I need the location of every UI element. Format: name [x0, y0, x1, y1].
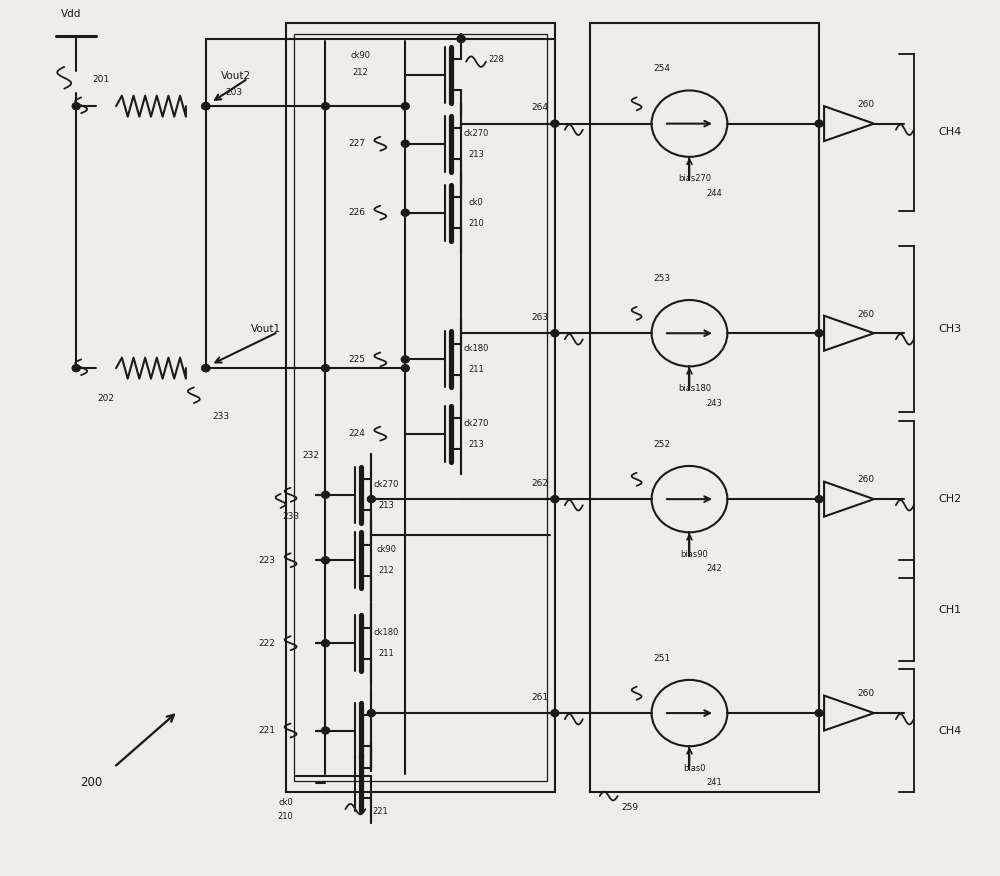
Text: 201: 201	[93, 75, 110, 84]
Text: CH1: CH1	[939, 605, 962, 616]
Bar	[294, 33, 547, 781]
Text: 212: 212	[353, 68, 368, 77]
Circle shape	[401, 356, 409, 363]
Text: ck270: ck270	[463, 419, 489, 427]
Text: 233: 233	[212, 412, 229, 420]
Text: 232: 232	[302, 451, 319, 460]
Text: bias180: bias180	[678, 384, 711, 392]
Text: 260: 260	[857, 100, 875, 109]
Text: 244: 244	[707, 189, 722, 198]
Text: ck0: ck0	[469, 198, 483, 207]
Text: 213: 213	[378, 501, 394, 510]
Text: 221: 221	[259, 726, 276, 735]
Text: 211: 211	[378, 649, 394, 658]
Text: 213: 213	[468, 440, 484, 449]
Circle shape	[551, 496, 559, 503]
Circle shape	[815, 120, 823, 127]
Text: 254: 254	[653, 64, 670, 73]
Circle shape	[202, 102, 210, 110]
Text: 202: 202	[98, 394, 115, 403]
Circle shape	[321, 639, 329, 646]
Text: 210: 210	[468, 219, 484, 228]
Text: 263: 263	[531, 313, 548, 322]
Text: ck180: ck180	[463, 344, 489, 353]
Text: 260: 260	[857, 309, 875, 319]
Text: 221: 221	[372, 808, 388, 816]
Circle shape	[72, 102, 80, 110]
Circle shape	[321, 364, 329, 371]
Text: 243: 243	[706, 399, 722, 407]
Circle shape	[321, 491, 329, 498]
Text: 260: 260	[857, 476, 875, 484]
Text: 227: 227	[348, 139, 365, 148]
Circle shape	[72, 364, 80, 371]
Text: 226: 226	[348, 208, 365, 217]
Text: bias270: bias270	[678, 174, 711, 183]
Text: Vout1: Vout1	[251, 324, 281, 334]
Text: 228: 228	[488, 54, 504, 64]
Text: bias90: bias90	[681, 549, 708, 559]
Bar	[286, 24, 555, 792]
Circle shape	[321, 727, 329, 734]
Text: ck0: ck0	[278, 798, 293, 807]
Circle shape	[401, 364, 409, 371]
Circle shape	[321, 557, 329, 564]
Text: 223: 223	[259, 555, 276, 565]
Circle shape	[202, 364, 210, 371]
Text: 203: 203	[225, 88, 242, 96]
Circle shape	[551, 329, 559, 336]
Text: 233: 233	[282, 512, 299, 521]
Text: 260: 260	[857, 689, 875, 698]
Text: ck90: ck90	[376, 545, 396, 555]
Text: ck180: ck180	[374, 628, 399, 637]
Text: bias0: bias0	[683, 764, 706, 773]
Text: 261: 261	[531, 693, 548, 702]
Text: CH4: CH4	[939, 725, 962, 736]
Circle shape	[401, 209, 409, 216]
Text: 253: 253	[653, 273, 670, 283]
Text: 222: 222	[259, 639, 276, 647]
Text: CH2: CH2	[939, 494, 962, 504]
Text: ck90: ck90	[350, 51, 370, 60]
Circle shape	[815, 329, 823, 336]
Circle shape	[321, 102, 329, 110]
Text: 262: 262	[531, 479, 548, 488]
Circle shape	[202, 102, 210, 110]
Text: Vdd: Vdd	[61, 10, 81, 19]
Circle shape	[367, 710, 375, 717]
Text: CH4: CH4	[939, 127, 962, 138]
Circle shape	[815, 496, 823, 503]
Text: 242: 242	[707, 564, 722, 574]
Text: 225: 225	[348, 355, 365, 364]
Circle shape	[551, 710, 559, 717]
Text: 200: 200	[80, 776, 102, 789]
Circle shape	[401, 102, 409, 110]
Text: 224: 224	[349, 429, 365, 438]
Text: 264: 264	[531, 103, 548, 112]
Text: 213: 213	[468, 150, 484, 159]
Text: ck270: ck270	[463, 129, 489, 138]
Circle shape	[457, 35, 465, 42]
Circle shape	[815, 710, 823, 717]
Circle shape	[551, 120, 559, 127]
Text: 211: 211	[468, 365, 484, 374]
Text: 252: 252	[653, 440, 670, 449]
Text: Vout2: Vout2	[221, 71, 251, 81]
Text: 241: 241	[707, 779, 722, 788]
Text: 210: 210	[278, 811, 293, 821]
Bar	[590, 24, 819, 792]
Text: CH3: CH3	[939, 324, 962, 334]
Circle shape	[367, 496, 375, 503]
Text: 251: 251	[653, 653, 670, 662]
Text: 259: 259	[621, 803, 638, 812]
Circle shape	[457, 35, 465, 42]
Circle shape	[401, 140, 409, 147]
Text: ck270: ck270	[374, 480, 399, 489]
Circle shape	[202, 364, 210, 371]
Text: 212: 212	[378, 566, 394, 576]
